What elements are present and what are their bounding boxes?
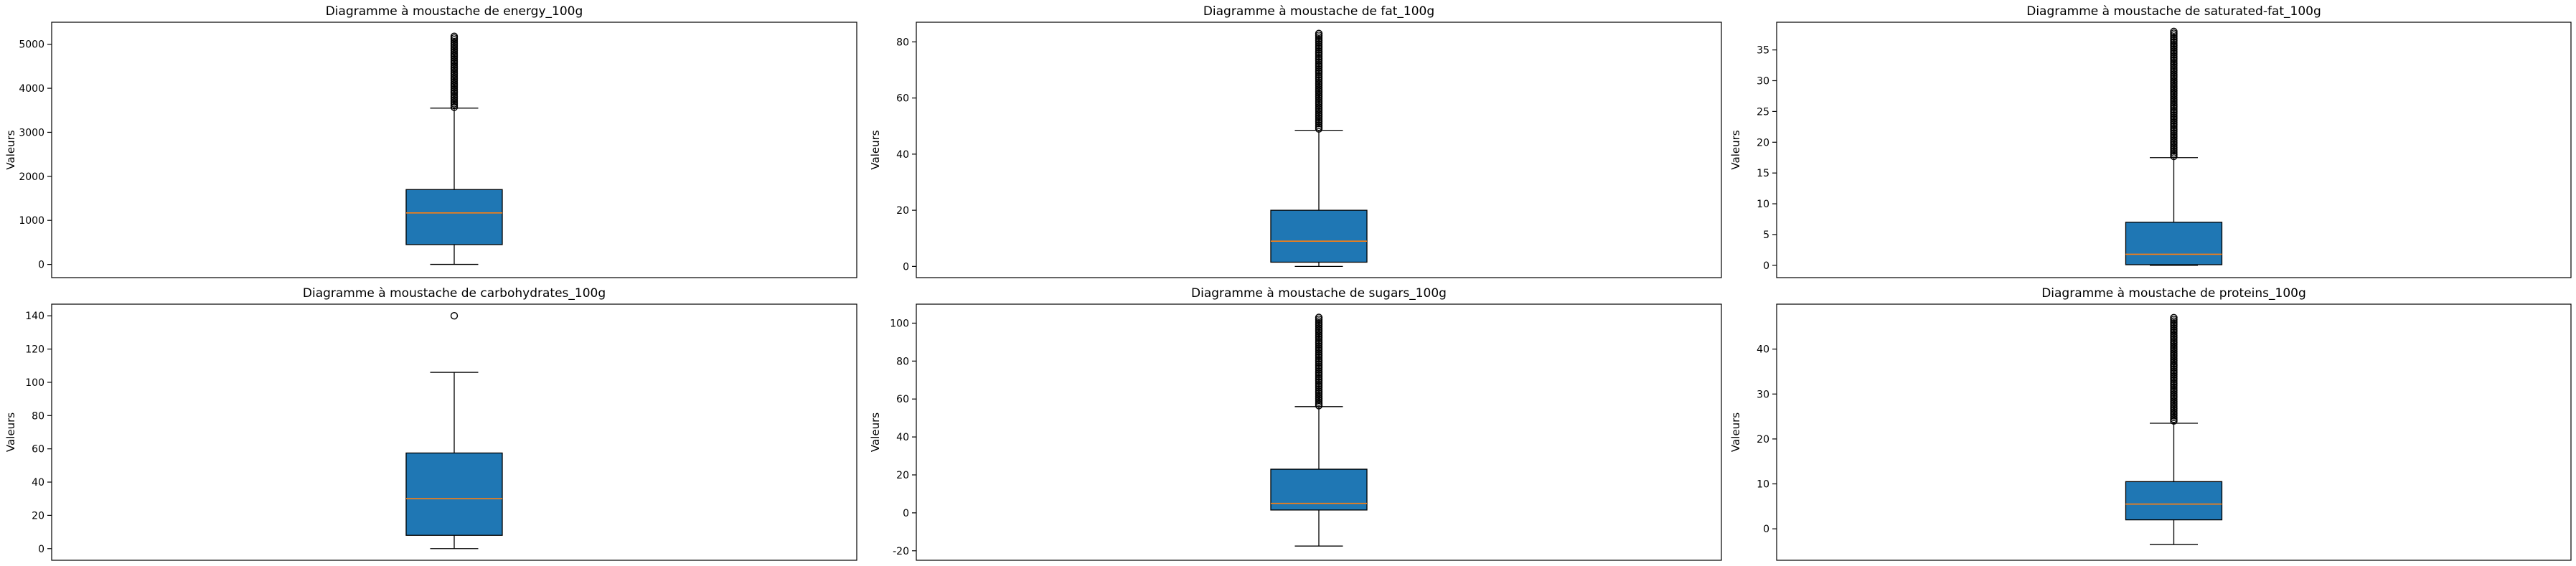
y-tick-label: 3000 (19, 127, 44, 138)
chart-title: Diagramme à moustache de proteins_100g (2041, 286, 2306, 301)
y-tick-label: 5 (1763, 230, 1769, 241)
y-tick-label: 20 (896, 470, 909, 481)
chart-title: Diagramme à moustache de carbohydrates_1… (303, 286, 606, 301)
y-tick-label: 20 (32, 510, 44, 522)
outlier-point (2170, 417, 2178, 425)
y-axis-label: Valeurs (4, 412, 17, 452)
subplot-6: Diagramme à moustache de proteins_100g Va… (1729, 286, 2572, 561)
axes-frame (916, 303, 1722, 561)
y-tick-label: 15 (1757, 168, 1769, 179)
chart-title: Diagramme à moustache de energy_100g (326, 4, 583, 19)
y-tick-label: 80 (896, 356, 909, 367)
subplot-2: Diagramme à moustache de fat_100g Valeurs… (869, 4, 1722, 278)
y-tick-label: 4000 (19, 83, 44, 95)
axes-frame (916, 22, 1722, 278)
iqr-box (405, 189, 503, 245)
y-tick-label: 20 (1757, 434, 1769, 445)
outlier-point (450, 103, 459, 111)
y-tick-label: 120 (25, 344, 44, 356)
subplot-1: Diagramme à moustache de energy_100g Vale… (4, 4, 857, 278)
subplot-5: Diagramme à moustache de sugars_100g Vale… (869, 286, 1722, 561)
y-tick-label: 40 (32, 477, 44, 489)
axes-frame (1776, 303, 2572, 561)
y-axis-label: Valeurs (1729, 412, 1742, 452)
axes-frame (51, 303, 857, 561)
outlier-point (2170, 152, 2178, 161)
outlier-point (450, 312, 459, 320)
y-tick-label: 1000 (19, 215, 44, 227)
y-tick-label: 35 (1757, 45, 1769, 57)
y-tick-label: 80 (32, 410, 44, 422)
outlier-point (1315, 125, 1323, 133)
y-tick-label: 140 (25, 311, 44, 322)
chart-title: Diagramme à moustache de saturated-fat_1… (2026, 4, 2321, 19)
y-axis-label: Valeurs (869, 130, 882, 169)
y-tick-label: 100 (25, 377, 44, 389)
y-tick-label: 80 (896, 37, 909, 48)
iqr-box (2125, 481, 2223, 521)
y-tick-label: 2000 (19, 171, 44, 183)
axes-frame (1776, 22, 2572, 278)
y-tick-label: 5000 (19, 39, 44, 51)
y-tick-label: 30 (1757, 389, 1769, 400)
y-tick-label: 40 (896, 149, 909, 161)
y-tick-label: 20 (1757, 137, 1769, 148)
y-tick-label: 40 (896, 432, 909, 443)
subplot-3: Diagramme à moustache de saturated-fat_1… (1729, 4, 2572, 278)
y-tick-label: 0 (1763, 260, 1769, 272)
y-tick-label: 60 (896, 394, 909, 405)
y-tick-label: 0 (903, 508, 909, 519)
y-tick-label: 100 (890, 318, 909, 329)
chart-title: Diagramme à moustache de fat_100g (1203, 4, 1434, 19)
y-axis-label: Valeurs (1729, 130, 1742, 169)
outlier-point (1315, 402, 1323, 410)
y-tick-label: 0 (38, 260, 44, 271)
y-tick-label: 0 (1763, 524, 1769, 535)
y-tick-label: 10 (1757, 479, 1769, 491)
y-tick-label: 20 (896, 205, 909, 217)
y-axis-label: Valeurs (4, 130, 17, 169)
y-axis-label: Valeurs (869, 412, 882, 452)
iqr-box (1270, 209, 1368, 263)
y-tick-label: 30 (1757, 75, 1769, 87)
subplot-4: Diagramme à moustache de carbohydrates_1… (4, 286, 857, 561)
iqr-box (2125, 222, 2223, 265)
y-tick-label: 40 (1757, 344, 1769, 356)
y-tick-label: 10 (1757, 199, 1769, 210)
chart-title: Diagramme à moustache de sugars_100g (1191, 286, 1447, 301)
y-tick-label: 25 (1757, 106, 1769, 118)
y-tick-label: 0 (38, 544, 44, 555)
y-tick-label: -20 (893, 546, 909, 557)
y-tick-label: 0 (903, 261, 909, 273)
y-tick-label: 60 (896, 93, 909, 105)
axes-frame (51, 22, 857, 278)
iqr-box (405, 452, 503, 536)
y-tick-label: 60 (32, 444, 44, 456)
